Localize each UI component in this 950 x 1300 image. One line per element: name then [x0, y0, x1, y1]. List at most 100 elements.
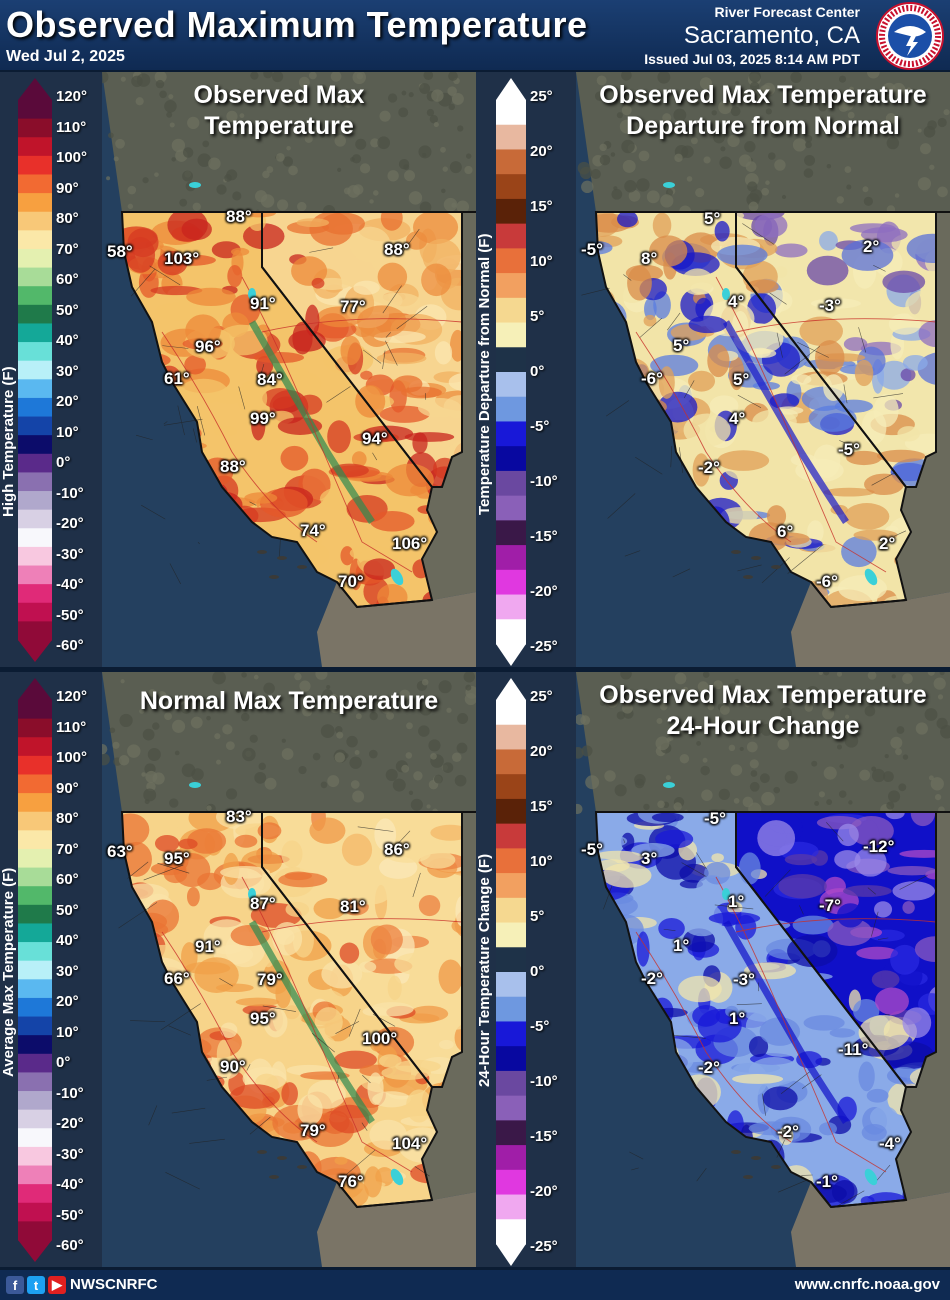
legend-tick: -5° [530, 1018, 550, 1035]
legend-tick: -20° [530, 1183, 558, 1200]
value-label: 104° [392, 1134, 428, 1153]
legend-tick: -25° [530, 1238, 558, 1255]
social-icons: f t ▶ [6, 1276, 66, 1294]
value-label: -7° [819, 896, 841, 915]
legend-tick: -10° [56, 1084, 84, 1102]
legend-tick: 90° [56, 779, 79, 797]
change-colorbar-bottom [496, 678, 526, 1266]
value-label: -2° [698, 458, 720, 477]
website-link[interactable]: www.cnrfc.noaa.gov [794, 1276, 940, 1293]
page-title: Observed Maximum Temperature [6, 4, 588, 45]
legend-tick: 10° [530, 853, 553, 870]
lake-tahoe [722, 288, 730, 300]
value-label: 99° [250, 409, 276, 428]
value-label: 88° [226, 207, 252, 226]
value-label: 4° [728, 292, 745, 311]
legend-tick: 15° [530, 798, 553, 815]
colorbar-bottom-arrow [496, 1244, 526, 1266]
legend-tick: 10° [56, 1023, 79, 1041]
value-label: 79° [300, 1121, 326, 1140]
temperature-axis-label-bottom: Average Max Temperature (F) [0, 867, 17, 1077]
legend-tick: -20° [56, 515, 84, 532]
legend-tick: -10° [530, 1073, 558, 1090]
departure-axis-label-top: Temperature Departure from Normal (F) [476, 233, 493, 515]
nws-logo-icon [876, 2, 944, 70]
value-label: -2° [641, 969, 663, 988]
value-label: -5° [581, 240, 603, 259]
legend-tick: 20° [56, 993, 79, 1010]
california-border [594, 811, 913, 1209]
value-label: -2° [777, 1122, 799, 1141]
legend-tick: 70° [56, 240, 79, 258]
legend-tick: -40° [56, 1176, 84, 1193]
social-handle[interactable]: NWSCNRFC [70, 1276, 158, 1293]
legend-tick: 60° [56, 271, 79, 288]
temperature-legend-bottom: 120° 110° 100° 90° 80° 70° 60° 50° 40° 30° 20° 10° 0… [0, 672, 102, 1267]
value-label: 91° [250, 294, 276, 313]
legend-tick: -15° [530, 528, 558, 545]
legend-tick: -50° [56, 606, 84, 624]
office-line1: River Forecast Center [714, 4, 860, 20]
value-label: 70° [338, 572, 364, 591]
value-label: 5° [733, 370, 750, 389]
legend-tick: -40° [56, 576, 84, 593]
legend-tick: -50° [56, 1206, 84, 1224]
value-label: -5° [704, 809, 726, 828]
legend-tick: 25° [530, 688, 553, 705]
lake [663, 182, 675, 188]
value-label: -2° [698, 1058, 720, 1077]
legend-tick: 20° [530, 743, 553, 760]
legend-tick: 90° [56, 179, 79, 197]
california-border [120, 211, 439, 609]
legend-tick: 70° [56, 840, 79, 858]
legend-tick: -20° [56, 1115, 84, 1132]
issued-time: Issued Jul 03, 2025 8:14 AM PDT [644, 51, 860, 67]
california-border [120, 811, 439, 1209]
lake-tahoe [722, 888, 730, 900]
legend-tick: 30° [56, 962, 79, 980]
value-label: 61° [164, 369, 190, 388]
youtube-icon[interactable]: ▶ [48, 1276, 66, 1294]
county-lines [118, 826, 430, 1190]
legend-tick: 110° [56, 118, 87, 136]
highways [161, 276, 463, 573]
value-label: 95° [164, 849, 190, 868]
lake [189, 182, 201, 188]
map-date: Wed Jul 2, 2025 [6, 48, 125, 65]
temperature-legend-top: 120° 110° 100° 90° 80° 70° 60° 50° 40° 30° 20° 10° 0… [0, 72, 102, 667]
oregon-terrain [102, 72, 476, 212]
colorbar-bottom-arrow [496, 644, 526, 666]
twitter-icon[interactable]: t [27, 1276, 45, 1294]
value-label: -5° [581, 840, 603, 859]
salton-sea [390, 568, 404, 586]
mexico-terrain [317, 582, 476, 667]
mexico-terrain [317, 1182, 476, 1267]
legend-tick: 50° [56, 301, 79, 319]
legend-tick: 5° [530, 308, 545, 325]
value-label: 74° [300, 521, 326, 540]
value-label: -6° [816, 572, 838, 591]
colorbar-bottom-arrow [18, 640, 52, 662]
legend-tick: 60° [56, 871, 79, 888]
highways [161, 876, 463, 1173]
office-line2: Sacramento, CA [683, 22, 860, 49]
value-label: 76° [338, 1172, 364, 1191]
legend-tick: 80° [56, 810, 79, 827]
colorbar-bottom-arrow [18, 1240, 52, 1262]
nevada-border [261, 811, 463, 1088]
legend-tick: 20° [56, 393, 79, 410]
legend-tick: -10° [530, 473, 558, 490]
departure-colorbar-top [496, 78, 526, 666]
facebook-icon[interactable]: f [6, 1276, 24, 1294]
mexico-terrain [791, 582, 950, 667]
lake-tahoe [248, 288, 256, 300]
value-label: 95° [250, 1009, 276, 1028]
departure-legend-top: 25° 20° 15° 10° 5° 0° -5° -10° -15° -20° -25° Temp… [476, 72, 576, 667]
value-label: 66° [164, 969, 190, 988]
value-label: 63° [107, 842, 133, 861]
oregon-terrain [576, 72, 950, 212]
value-label: 83° [226, 807, 252, 826]
legend-tick: -5° [530, 418, 550, 435]
legend-tick: 80° [56, 210, 79, 227]
value-label: 81° [340, 897, 366, 916]
